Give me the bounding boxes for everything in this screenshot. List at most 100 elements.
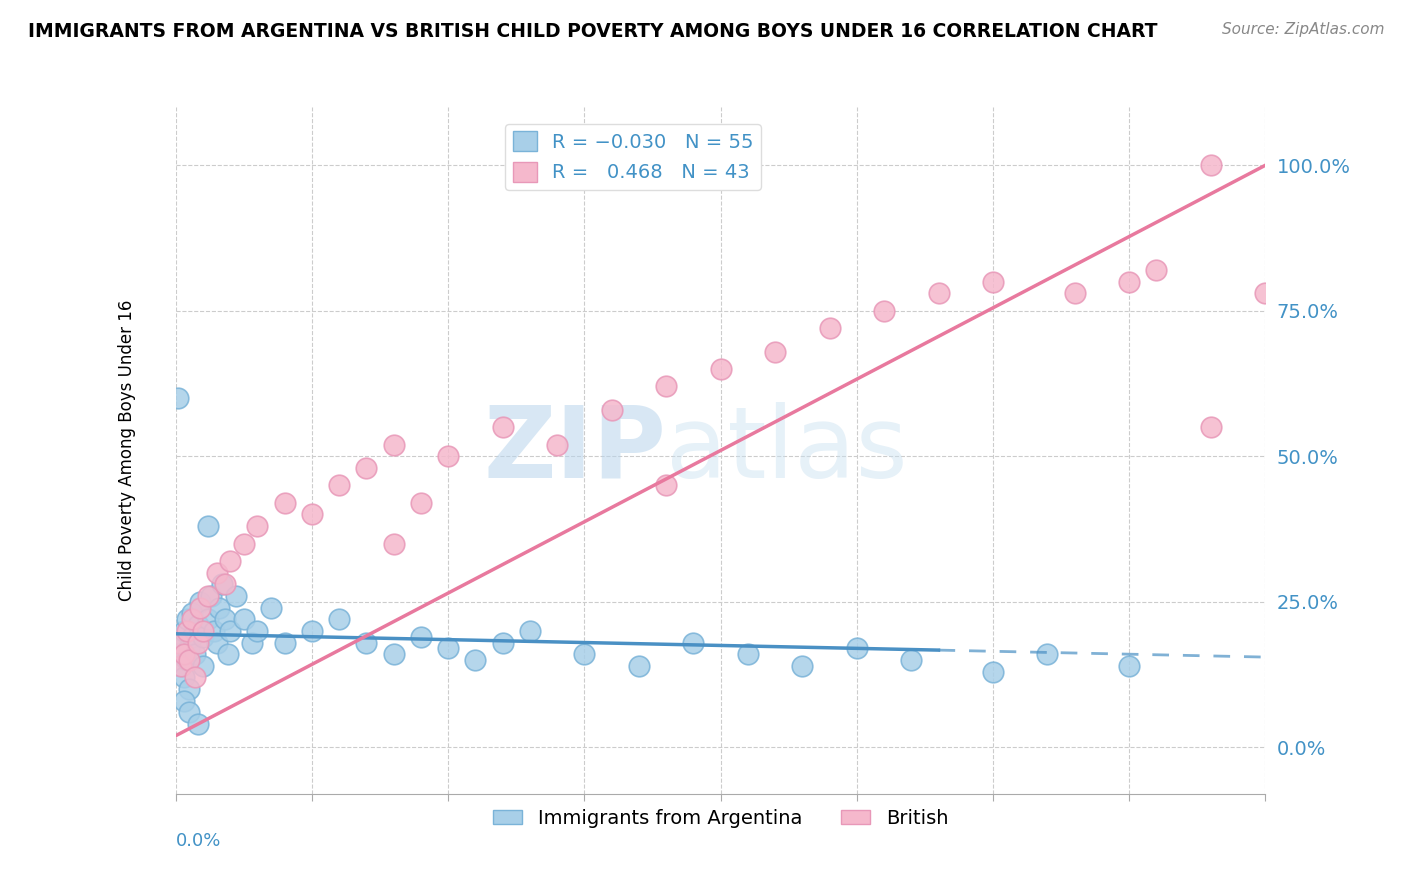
Point <box>409 630 432 644</box>
Point <box>214 612 236 626</box>
Point <box>655 478 678 492</box>
Point <box>1036 647 1059 661</box>
Point <box>176 624 198 638</box>
Point <box>246 624 269 638</box>
Point <box>600 402 623 417</box>
Point <box>274 635 297 649</box>
Point <box>818 321 841 335</box>
Point <box>382 437 405 451</box>
Point <box>184 647 207 661</box>
Point <box>873 303 896 318</box>
Point <box>232 536 254 550</box>
Point <box>211 577 233 591</box>
Point <box>184 670 207 684</box>
Point <box>328 612 350 626</box>
Point <box>1118 658 1140 673</box>
Point <box>181 607 204 621</box>
Point <box>191 658 214 673</box>
Point <box>928 286 950 301</box>
Point <box>225 589 247 603</box>
Text: atlas: atlas <box>666 402 908 499</box>
Point <box>232 612 254 626</box>
Point <box>181 612 204 626</box>
Point <box>356 635 378 649</box>
Point <box>1063 286 1085 301</box>
Point <box>301 624 323 638</box>
Point <box>208 600 231 615</box>
Point <box>301 508 323 522</box>
Point <box>170 658 193 673</box>
Point <box>682 635 704 649</box>
Point <box>1199 158 1222 172</box>
Point <box>437 641 460 656</box>
Point <box>981 275 1004 289</box>
Point <box>205 635 228 649</box>
Point <box>173 624 195 638</box>
Text: Source: ZipAtlas.com: Source: ZipAtlas.com <box>1222 22 1385 37</box>
Point <box>205 566 228 580</box>
Point <box>274 496 297 510</box>
Point <box>763 344 786 359</box>
Point <box>627 658 650 673</box>
Point <box>1199 420 1222 434</box>
Legend: Immigrants from Argentina, British: Immigrants from Argentina, British <box>485 801 956 836</box>
Point <box>173 647 195 661</box>
Point <box>900 653 922 667</box>
Point <box>1309 245 1331 260</box>
Point <box>176 612 198 626</box>
Point <box>519 624 541 638</box>
Point <box>197 519 219 533</box>
Point <box>170 658 193 673</box>
Point <box>186 717 209 731</box>
Point <box>464 653 486 667</box>
Point <box>219 624 242 638</box>
Point <box>382 647 405 661</box>
Text: IMMIGRANTS FROM ARGENTINA VS BRITISH CHILD POVERTY AMONG BOYS UNDER 16 CORRELATI: IMMIGRANTS FROM ARGENTINA VS BRITISH CHI… <box>28 22 1157 41</box>
Point <box>737 647 759 661</box>
Point <box>246 519 269 533</box>
Point <box>173 694 195 708</box>
Point <box>188 600 211 615</box>
Point <box>167 647 190 661</box>
Point <box>356 461 378 475</box>
Point <box>217 647 239 661</box>
Text: Child Poverty Among Boys Under 16: Child Poverty Among Boys Under 16 <box>118 300 136 601</box>
Text: ZIP: ZIP <box>484 402 666 499</box>
Point <box>167 391 190 405</box>
Point <box>437 450 460 464</box>
Point <box>181 630 204 644</box>
Point <box>214 577 236 591</box>
Point <box>328 478 350 492</box>
Point <box>1254 286 1277 301</box>
Point <box>219 554 242 568</box>
Point <box>167 635 190 649</box>
Point <box>260 600 283 615</box>
Point <box>191 630 214 644</box>
Point <box>188 595 211 609</box>
Point <box>186 635 209 649</box>
Point <box>173 670 195 684</box>
Point <box>981 665 1004 679</box>
Point <box>197 612 219 626</box>
Point <box>1144 263 1167 277</box>
Point <box>409 496 432 510</box>
Point <box>492 420 515 434</box>
Text: 0.0%: 0.0% <box>176 831 221 850</box>
Point <box>202 624 225 638</box>
Point <box>382 536 405 550</box>
Point <box>240 635 263 649</box>
Point <box>845 641 868 656</box>
Point <box>179 706 201 720</box>
Point <box>179 682 201 697</box>
Point <box>792 658 814 673</box>
Point <box>1118 275 1140 289</box>
Point <box>200 589 222 603</box>
Point <box>546 437 568 451</box>
Point <box>186 618 209 632</box>
Point <box>170 635 193 649</box>
Point <box>574 647 596 661</box>
Point <box>710 362 733 376</box>
Point <box>197 589 219 603</box>
Point <box>191 624 214 638</box>
Point <box>1364 228 1386 243</box>
